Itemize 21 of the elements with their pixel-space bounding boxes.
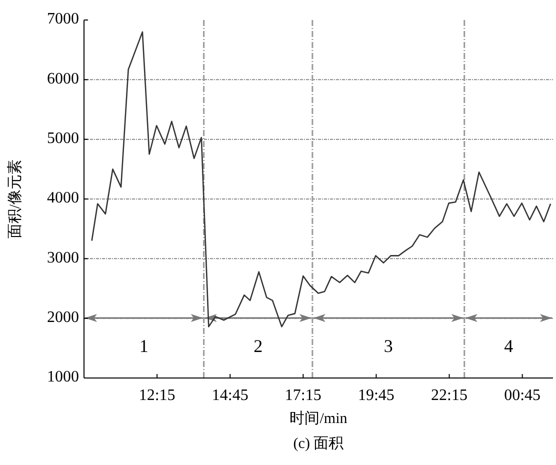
x-tick-label: 19:45 xyxy=(358,387,394,404)
y-axis-title: 面积/像元素 xyxy=(6,159,24,239)
x-tick-label: 17:15 xyxy=(284,387,322,404)
annotation: 4 xyxy=(504,336,514,356)
x-tick-label: 22:15 xyxy=(431,387,468,404)
x-tick-label: 00:45 xyxy=(504,387,541,404)
annotation: 1 xyxy=(139,336,148,356)
y-tick-label: 6000 xyxy=(47,70,79,88)
x-axis-title: 时间/min xyxy=(290,410,348,427)
x-tick-label: 14:45 xyxy=(212,387,248,404)
x-tick-label: 12:15 xyxy=(138,387,176,404)
annotation: 2 xyxy=(254,336,263,356)
y-tick-label: 7000 xyxy=(47,10,79,28)
y-tick-label: 2000 xyxy=(47,309,79,326)
line-series xyxy=(91,31,552,328)
text: (c) 面积 xyxy=(293,436,344,452)
y-tick-label: 5000 xyxy=(47,130,79,148)
y-tick-label: 3000 xyxy=(47,249,79,266)
y-tick-label: 4000 xyxy=(47,190,79,207)
annotation: 3 xyxy=(384,336,393,356)
y-tick-label: 1000 xyxy=(47,368,79,386)
